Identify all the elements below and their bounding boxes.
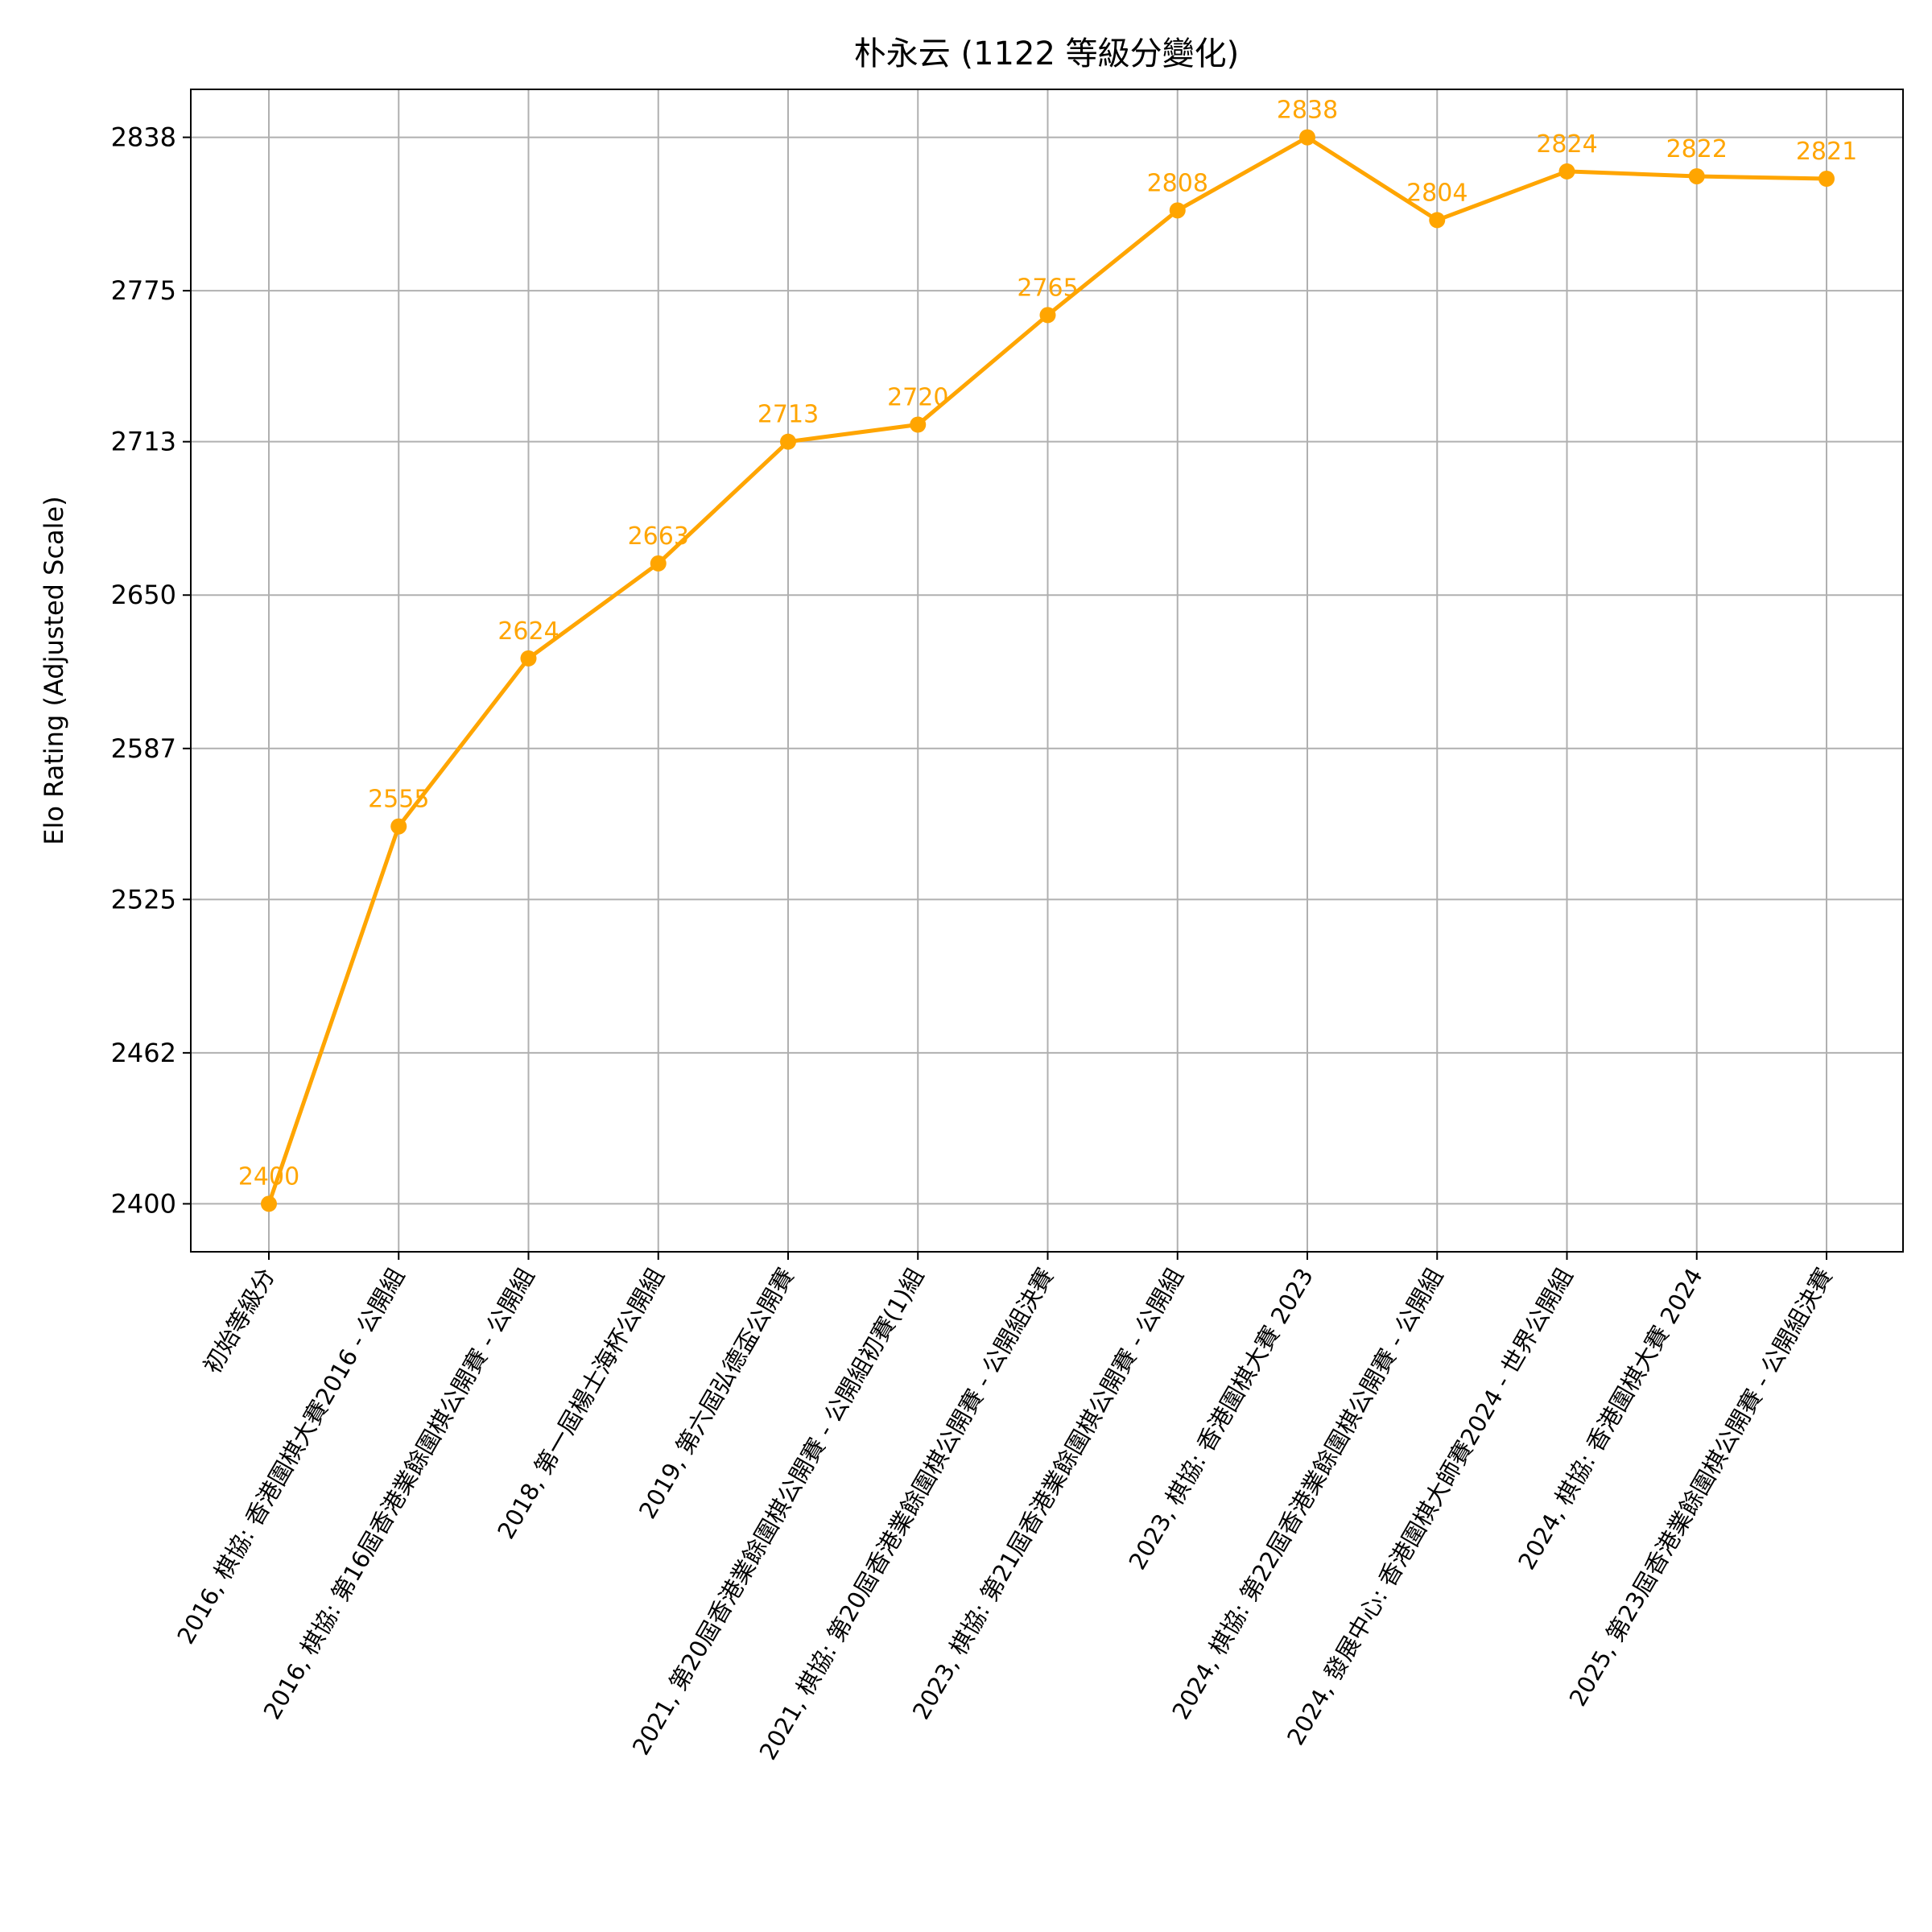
x-tick-label: 2025, 第23屆香港業餘圍棋公開賽 - 公開組決賽 — [1564, 1264, 1838, 1711]
data-label: 2400 — [238, 1162, 299, 1191]
data-point — [1299, 129, 1315, 146]
data-label: 2663 — [628, 522, 689, 551]
data-point — [1558, 163, 1575, 180]
data-point — [1688, 167, 1705, 184]
data-label: 2822 — [1666, 135, 1728, 163]
data-point — [1039, 307, 1056, 324]
data-label: 2624 — [497, 617, 559, 646]
x-tick-label: 2024, 棋協: 第22屆香港業餘圍棋公開賽 - 公開組 — [1166, 1264, 1448, 1724]
grid-lines — [191, 89, 1903, 1252]
y-tick-label: 2525 — [111, 884, 176, 914]
data-label: 2720 — [887, 384, 948, 412]
data-point — [1818, 171, 1835, 188]
chart-title: 朴永云 (1122 等級分變化) — [854, 35, 1239, 72]
x-tick-label: 初始等級分 — [198, 1264, 280, 1379]
x-tick-label: 2021, 第20屆香港業餘圍棋公開賽 - 公開組初賽(1)組 — [627, 1264, 930, 1760]
data-point — [780, 433, 796, 450]
data-label: 2808 — [1147, 169, 1208, 197]
data-point — [520, 650, 537, 667]
data-point — [261, 1195, 277, 1212]
y-tick-label: 2587 — [111, 733, 176, 764]
data-label: 2765 — [1017, 274, 1078, 302]
x-tick-label: 2021, 棋協: 第20屆香港業餘圍棋公開賽 - 公開組決賽 — [754, 1264, 1059, 1765]
y-tick-label: 2400 — [111, 1188, 176, 1219]
data-point — [650, 555, 667, 572]
series-orange: 2400 2555 2624 2663 2713 2720 2765 2808 2838 2804… — [238, 97, 1857, 1212]
plot-area-frame — [190, 89, 1904, 1253]
y-tick-label: 2838 — [111, 122, 176, 153]
x-tick-label: 2019, 第六屆弘德盃公開賽 — [634, 1264, 799, 1524]
y-axis-ticks: 2400 2462 2525 2587 2650 2713 2775 2838 — [111, 122, 191, 1219]
y-axis-label: Elo Rating (Adjusted Scale) — [39, 496, 69, 844]
y-tick-label: 2713 — [111, 427, 176, 457]
data-label: 2804 — [1406, 179, 1468, 207]
x-tick-label: 2016, 棋協: 第16屆香港業餘圍棋公開賽 - 公開組 — [258, 1264, 540, 1724]
y-tick-label: 2650 — [111, 580, 176, 610]
x-tick-label: 2024, 發展中心: 香港圍棋大師賽2024 - 世界公開組 — [1282, 1264, 1578, 1750]
data-point — [910, 416, 927, 433]
data-label: 2821 — [1796, 138, 1857, 166]
data-point — [1169, 202, 1186, 219]
data-point — [1429, 212, 1446, 229]
x-tick-label: 2023, 棋協: 第21屆香港業餘圍棋公開賽 - 公開組 — [907, 1264, 1189, 1724]
data-point — [390, 818, 407, 835]
x-tick-label: 2016, 棋協: 香港圍棋大賽2016 - 公開組 — [171, 1264, 410, 1649]
y-tick-label: 2462 — [111, 1038, 176, 1068]
data-label: 2555 — [368, 786, 429, 814]
data-label: 2838 — [1277, 97, 1338, 125]
data-label: 2713 — [758, 401, 819, 429]
y-tick-label: 2775 — [111, 275, 176, 306]
data-label: 2824 — [1536, 130, 1597, 159]
